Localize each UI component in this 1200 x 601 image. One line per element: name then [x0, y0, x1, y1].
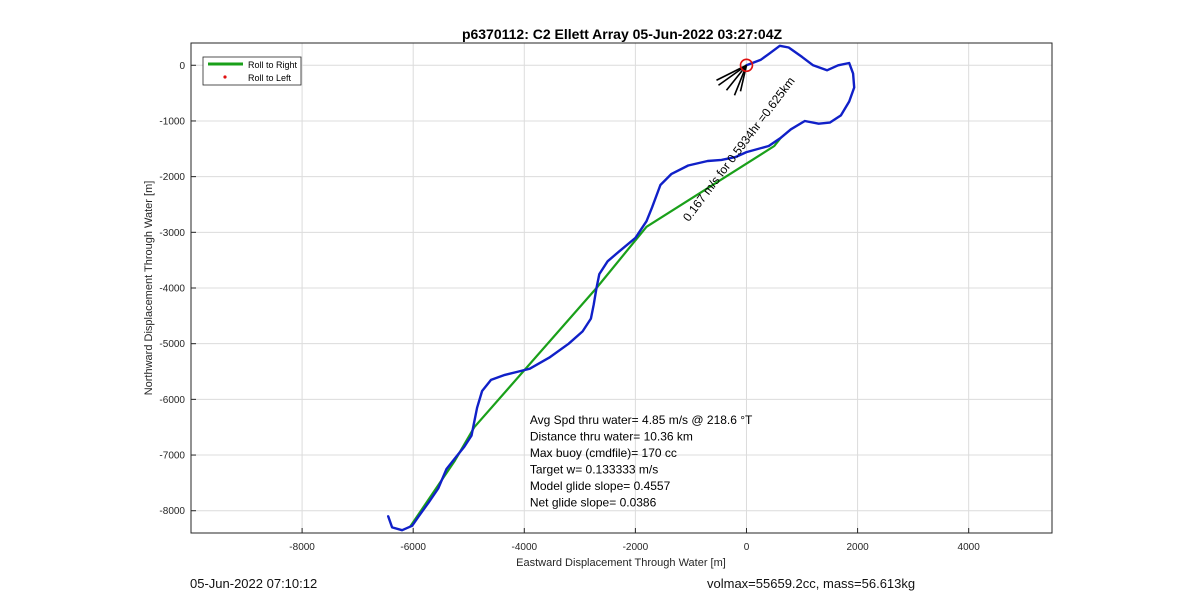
- footer-volmax-mass: volmax=55659.2cc, mass=56.613kg: [707, 576, 916, 591]
- y-tick-label: -3000: [159, 228, 185, 239]
- series-lines: [387, 44, 856, 532]
- legend: Roll to Right Roll to Left: [202, 56, 302, 86]
- y-tick-label: -8000: [159, 506, 185, 517]
- plot-frame: [190, 42, 1053, 534]
- y-tick-label: -4000: [159, 284, 185, 295]
- stats-line: Avg Spd thru water= 4.85 m/s @ 218.6 °T: [530, 413, 753, 427]
- chart-title: p6370112: C2 Ellett Array 05-Jun-2022 03…: [462, 26, 783, 42]
- y-tick-label: 0: [179, 61, 185, 72]
- legend-label-roll-right: Roll to Right: [248, 60, 298, 70]
- current-vector-label: 0.167 m/s for 0.5934hr =0.625km: [680, 74, 798, 224]
- legend-box: [202, 56, 302, 86]
- x-tick-label: -4000: [512, 542, 538, 553]
- current-vector-line: [739, 65, 748, 92]
- y-tick-label: -5000: [159, 339, 185, 350]
- stats-line: Model glide slope= 0.4557: [530, 479, 671, 493]
- stats-annotation: Avg Spd thru water= 4.85 m/s @ 218.6 °T D…: [530, 413, 753, 510]
- stats-line: Net glide slope= 0.0386: [530, 496, 657, 510]
- x-tick-label: 2000: [846, 542, 869, 553]
- x-tick-label: -6000: [400, 542, 426, 553]
- legend-label-roll-left: Roll to Left: [248, 73, 292, 83]
- x-tick-label: -2000: [623, 542, 649, 553]
- stats-line: Max buoy (cmdfile)= 170 cc: [530, 446, 677, 460]
- y-tick-label: -1000: [159, 116, 185, 127]
- series-line-track: [387, 44, 856, 532]
- stats-line: Distance thru water= 10.36 km: [530, 430, 693, 444]
- legend-swatch-roll-left: [223, 75, 227, 79]
- y-tick-label: -6000: [159, 395, 185, 406]
- axis-ticks: -8000 -6000 -4000 -2000 0 2000 4000 0 -1000 -2000…: [159, 61, 980, 553]
- y-tick-label: -7000: [159, 451, 185, 462]
- start-marker-group: [739, 58, 754, 73]
- grid-lines: [191, 43, 1052, 533]
- x-tick-label: 4000: [958, 542, 981, 553]
- y-axis-label: Northward Displacement Through Water [m]: [143, 181, 155, 396]
- footer-timestamp: 05-Jun-2022 07:10:12: [190, 576, 318, 591]
- start-marker: [739, 58, 754, 73]
- y-tick-label: -2000: [159, 172, 185, 183]
- x-tick-label: 0: [744, 542, 750, 553]
- x-axis-label: Eastward Displacement Through Water [m]: [516, 557, 726, 569]
- x-tick-label: -8000: [289, 542, 315, 553]
- stats-line: Target w= 0.133333 m/s: [530, 463, 658, 477]
